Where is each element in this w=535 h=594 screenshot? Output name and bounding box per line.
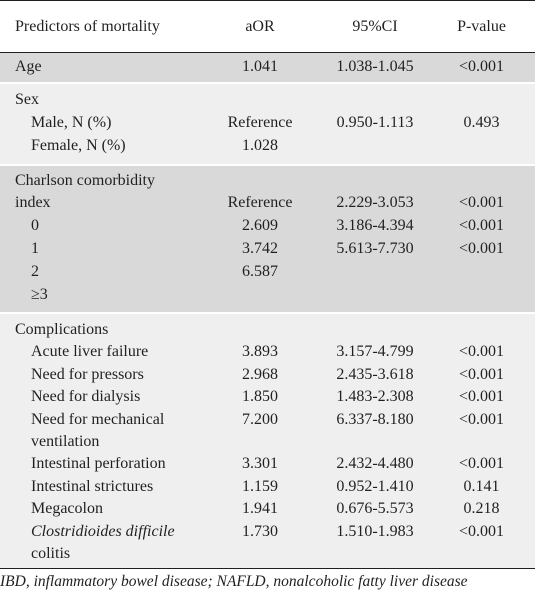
mv-label-2: ventilation <box>31 433 100 450</box>
alf-p: <0.001 <box>458 343 505 360</box>
header-aor: aOR <box>245 18 275 35</box>
male-label: Male, N (%) <box>31 114 112 131</box>
dialysis-aor: 1.850 <box>242 388 278 405</box>
header-predictor: Predictors of mortality <box>15 18 160 35</box>
dialysis-ci: 1.483-2.308 <box>336 388 414 405</box>
sex-label: Sex <box>15 91 39 108</box>
female-label: Female, N (%) <box>31 137 126 154</box>
pressors-p: <0.001 <box>458 366 505 383</box>
age-label: Age <box>15 58 42 75</box>
dialysis-p: <0.001 <box>458 388 505 405</box>
age-band <box>0 53 535 82</box>
dialysis-label: Need for dialysis <box>31 388 141 405</box>
complications-label: Complications <box>15 321 109 338</box>
charlson-2-label: 2 <box>31 263 39 280</box>
charlson-1-ci: 5.613-7.730 <box>336 240 414 257</box>
charlson-0-p: <0.001 <box>458 217 505 234</box>
alf-ci: 3.157-4.799 <box>336 343 414 360</box>
perforation-ci: 2.432-4.480 <box>336 455 414 472</box>
header-ci: 95%CI <box>352 18 398 35</box>
top-rule <box>0 0 535 1</box>
sex-band <box>0 84 535 164</box>
charlson-3-label: ≥3 <box>31 286 48 303</box>
cdiff-ci: 1.510-1.983 <box>336 523 414 540</box>
charlson-aor-ref: Reference <box>227 194 293 211</box>
strictures-ci: 0.952-1.410 <box>336 478 414 495</box>
perforation-p: <0.001 <box>458 455 505 472</box>
strictures-p: 0.141 <box>463 478 500 495</box>
complications-band <box>0 314 535 568</box>
charlson-0-aor: 2.609 <box>242 217 278 234</box>
female-aor: 1.028 <box>242 137 278 154</box>
charlson-1-p: <0.001 <box>458 240 505 257</box>
alf-aor: 3.893 <box>242 343 278 360</box>
charlson-0-ci: 3.186-4.394 <box>336 217 414 234</box>
age-ci: 1.038-1.045 <box>336 58 414 75</box>
charlson-label-1: Charlson comorbidity <box>15 172 155 189</box>
strictures-label: Intestinal strictures <box>31 478 154 495</box>
charlson-label-2: index <box>15 194 51 211</box>
cdiff-aor: 1.730 <box>242 523 278 540</box>
bottom-rule <box>0 568 535 569</box>
age-p: <0.001 <box>458 58 505 75</box>
charlson-1-label: 1 <box>31 240 39 257</box>
cdiff-label-2: colitis <box>31 545 71 562</box>
male-p: 0.493 <box>463 114 500 131</box>
pressors-aor: 2.968 <box>242 366 278 383</box>
alf-label: Acute liver failure <box>31 343 149 360</box>
pressors-ci: 2.435-3.618 <box>336 366 414 383</box>
cdiff-label-1: Clostridioides difficile <box>31 523 175 540</box>
charlson-1-aor: 3.742 <box>242 240 278 257</box>
cdiff-p: <0.001 <box>458 523 505 540</box>
header-p: P-value <box>457 18 506 35</box>
pressors-label: Need for pressors <box>31 366 144 383</box>
male-aor: Reference <box>227 114 293 131</box>
charlson-2-aor: 6.587 <box>242 263 278 280</box>
mv-ci: 6.337-8.180 <box>336 411 414 428</box>
megacolon-label: Megacolon <box>31 500 103 517</box>
charlson-band <box>0 166 535 312</box>
perforation-label: Intestinal perforation <box>31 455 166 472</box>
strictures-aor: 1.159 <box>242 478 278 495</box>
megacolon-aor: 1.941 <box>242 500 278 517</box>
charlson-ci-1: 2.229-3.053 <box>336 194 414 211</box>
charlson-0-label: 0 <box>31 217 39 234</box>
mv-p: <0.001 <box>458 411 505 428</box>
mv-label-1: Need for mechanical <box>31 411 165 428</box>
male-ci: 0.950-1.113 <box>336 114 414 131</box>
charlson-p-1: <0.001 <box>458 194 505 211</box>
header-rule <box>0 52 535 53</box>
megacolon-ci: 0.676-5.573 <box>336 500 414 517</box>
table-footnote: IBD, inflammatory bowel disease; NAFLD, … <box>0 573 468 590</box>
mv-aor: 7.200 <box>242 411 278 428</box>
megacolon-p: 0.218 <box>463 500 500 517</box>
perforation-aor: 3.301 <box>242 455 278 472</box>
age-aor: 1.041 <box>242 58 278 75</box>
